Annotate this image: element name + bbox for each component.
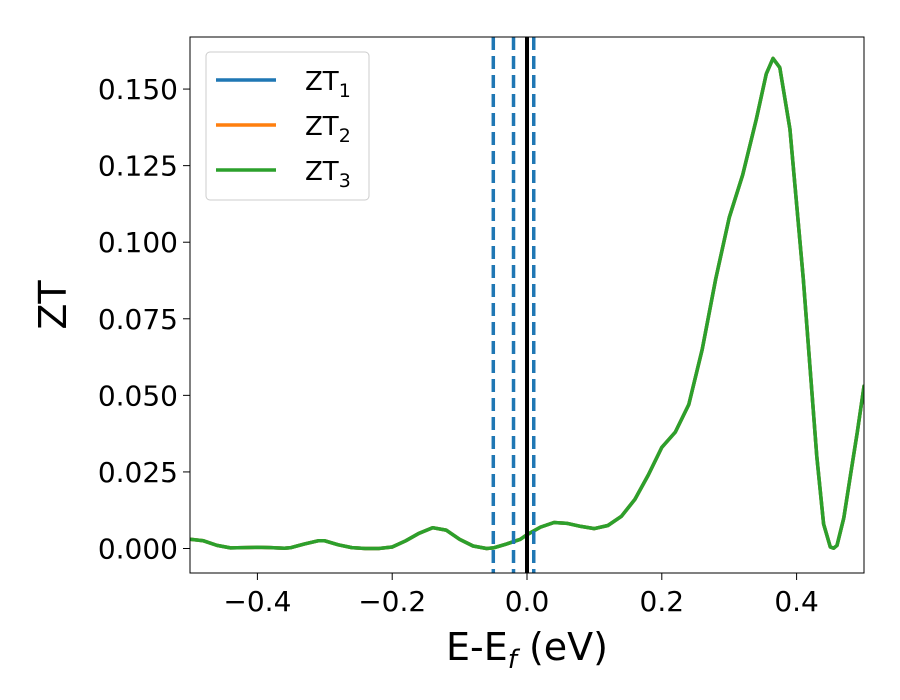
legend: ZT1 ZT2 ZT3: [205, 51, 370, 201]
x-tick-label: 0.4: [774, 585, 819, 618]
y-tick-label: 0.150: [98, 73, 178, 106]
y-tick-label: 0.075: [98, 303, 178, 336]
x-axis-label: E-Ef (eV): [446, 625, 608, 675]
series-layer: [190, 56, 864, 551]
y-tick-label: 0.125: [98, 150, 178, 183]
x-tick-label: 0.0: [505, 585, 550, 618]
series-line-3: [190, 56, 864, 551]
legend-label-3: ZT3: [305, 157, 351, 192]
x-tick-label: −0.4: [223, 585, 291, 618]
legend-items: ZT1 ZT2 ZT3: [216, 67, 351, 192]
y-tick-label: 0.000: [98, 532, 178, 565]
legend-box: [205, 51, 370, 201]
y-tick-label: 0.050: [98, 379, 178, 412]
y-tick-label: 0.025: [98, 456, 178, 489]
y-axis-label: ZT: [31, 280, 75, 330]
x-axis: −0.4 −0.2 0.0 0.2 0.4: [223, 573, 819, 618]
x-tick-label: 0.2: [640, 585, 685, 618]
x-axis-label-unit: (eV): [517, 625, 608, 669]
legend-label-2: ZT2: [305, 112, 351, 147]
x-tick-label: −0.2: [358, 585, 426, 618]
vertical-lines-layer: [491, 37, 536, 573]
y-axis: 0.000 0.025 0.050 0.075 0.100 0.125 0.150: [98, 73, 190, 565]
x-axis-label-main: E-E: [446, 625, 508, 669]
y-tick-label: 0.100: [98, 226, 178, 259]
legend-label-1: ZT1: [305, 67, 351, 102]
